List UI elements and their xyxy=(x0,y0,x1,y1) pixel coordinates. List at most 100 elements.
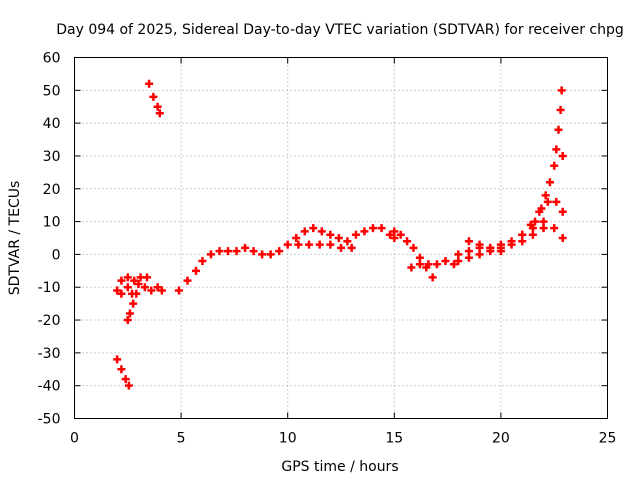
y-tick-label: -30 xyxy=(38,346,61,362)
data-point xyxy=(558,234,567,242)
data-point xyxy=(232,247,241,256)
data-point xyxy=(558,151,567,160)
data-point xyxy=(360,227,369,236)
data-point xyxy=(464,253,473,262)
x-tick-label: 10 xyxy=(279,431,297,447)
y-tick-label: 0 xyxy=(52,247,61,263)
axis-ticks: 0 5 10 15 20 25 -50 -40 -30 -20 -10 0 10 20 30 40 50 60 xyxy=(38,51,617,447)
data-point xyxy=(292,234,301,242)
data-point xyxy=(153,102,162,111)
data-point xyxy=(441,256,450,265)
data-point xyxy=(326,230,335,239)
y-tick-label: -40 xyxy=(38,379,61,395)
x-tick-label: 20 xyxy=(492,431,510,447)
data-point xyxy=(528,224,537,233)
data-point xyxy=(432,260,441,269)
data-point xyxy=(428,273,437,282)
data-point xyxy=(258,250,267,259)
data-point xyxy=(449,260,458,269)
data-point xyxy=(454,256,463,265)
data-point xyxy=(550,224,559,233)
data-point xyxy=(315,240,324,249)
data-point xyxy=(396,230,405,239)
data-point xyxy=(145,79,154,88)
data-point xyxy=(153,283,162,292)
data-point xyxy=(347,243,356,252)
data-point xyxy=(337,243,345,252)
data-point xyxy=(558,207,567,216)
data-point xyxy=(496,243,505,252)
data-point xyxy=(464,237,473,246)
data-point xyxy=(113,286,122,295)
data-point xyxy=(130,276,139,285)
data-point xyxy=(249,247,258,256)
data-point xyxy=(403,237,412,246)
data-point xyxy=(507,237,516,246)
data-point xyxy=(518,230,527,239)
y-tick-label: 60 xyxy=(43,51,61,67)
data-point xyxy=(121,375,130,384)
data-point xyxy=(317,227,326,236)
data-point xyxy=(424,260,433,269)
data-point xyxy=(409,243,418,252)
data-point xyxy=(206,250,215,259)
data-points xyxy=(113,79,567,390)
data-point xyxy=(224,247,233,256)
data-point xyxy=(541,191,550,200)
data-point xyxy=(535,207,544,216)
data-point xyxy=(123,273,132,282)
data-point xyxy=(123,316,132,325)
x-tick-label: 25 xyxy=(599,431,617,447)
data-point xyxy=(552,145,561,154)
data-point xyxy=(545,178,554,187)
data-point xyxy=(326,240,335,249)
data-point xyxy=(543,197,552,206)
data-point xyxy=(155,109,164,118)
data-point xyxy=(147,286,156,295)
data-point xyxy=(283,240,292,249)
data-point xyxy=(368,224,377,233)
x-tick-label: 0 xyxy=(70,431,79,447)
y-tick-label: 30 xyxy=(43,149,61,165)
data-point xyxy=(134,279,143,288)
data-point xyxy=(407,263,416,272)
y-tick-label: 10 xyxy=(43,215,61,231)
series-early-band xyxy=(113,279,166,298)
series-segment-16 xyxy=(407,256,458,272)
y-tick-label: -10 xyxy=(38,280,61,296)
series-early-upper xyxy=(117,273,151,285)
data-point xyxy=(475,240,484,249)
y-tick-label: 20 xyxy=(43,182,61,198)
series-main-low xyxy=(294,240,356,252)
data-point xyxy=(142,273,151,282)
data-point xyxy=(415,260,424,269)
data-point xyxy=(192,266,201,275)
data-point xyxy=(294,240,303,249)
series-main xyxy=(174,224,399,295)
series-high xyxy=(145,79,164,118)
data-point xyxy=(241,243,250,252)
series-segment-15 xyxy=(390,227,437,282)
data-point xyxy=(129,299,138,308)
series-rise-steep xyxy=(531,86,566,226)
x-axis-label: GPS time / hours xyxy=(281,459,398,475)
data-point xyxy=(123,283,132,292)
data-point xyxy=(174,286,183,295)
data-point xyxy=(125,309,134,318)
data-point xyxy=(475,250,484,259)
x-tick-label: 15 xyxy=(385,431,403,447)
data-point xyxy=(183,276,192,285)
data-point xyxy=(486,243,495,252)
data-point xyxy=(334,234,343,242)
data-point xyxy=(117,365,126,374)
y-tick-label: 40 xyxy=(43,116,61,132)
data-point xyxy=(550,161,559,170)
y-axis-label: SDTVAR / TECUs xyxy=(7,181,23,296)
grid xyxy=(74,57,608,419)
data-point xyxy=(539,217,548,226)
data-point xyxy=(140,283,149,292)
data-point xyxy=(343,237,352,246)
data-point xyxy=(305,240,314,249)
data-point xyxy=(386,230,395,239)
data-point xyxy=(552,197,561,206)
